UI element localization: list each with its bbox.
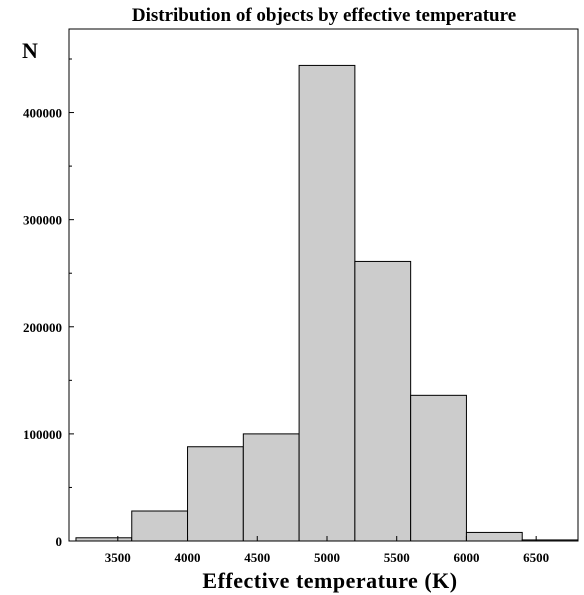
y-tick-label-1: 100000 (23, 427, 62, 442)
histogram-bar-0 (75, 537, 133, 542)
histogram-bar-6 (410, 394, 467, 542)
y-tick-label-4: 400000 (23, 106, 62, 121)
x-ticks-group: 3500 4000 4500 5000 5500 6000 6500 (105, 536, 549, 565)
histogram-bar-4 (298, 64, 356, 542)
y-ticks-group: 0 100000 200000 300000 400000 (23, 58, 74, 549)
chart-title: Distribution of objects by effective tem… (132, 5, 516, 26)
histogram-bar-7 (465, 531, 523, 542)
x-tick-label-1: 4000 (175, 550, 201, 565)
histogram-bar-5 (354, 260, 412, 542)
x-tick-label-2: 4500 (244, 550, 270, 565)
y-axis-label: N (22, 38, 38, 63)
histogram-bar-2 (187, 446, 244, 542)
y-tick-label-0: 0 (56, 534, 63, 549)
histogram-bar-1 (131, 510, 189, 542)
x-tick-label-6: 6500 (523, 550, 549, 565)
x-tick-label-4: 5500 (384, 550, 410, 565)
x-tick-label-0: 3500 (105, 550, 131, 565)
x-tick-label-3: 5000 (314, 550, 340, 565)
histogram-bar-8 (521, 539, 579, 542)
histogram-bar-3 (242, 433, 300, 542)
bars-group (75, 64, 579, 542)
x-tick-label-5: 6000 (453, 550, 479, 565)
x-axis-label: Effective temperature (K) (202, 568, 457, 593)
y-tick-label-2: 200000 (23, 320, 62, 335)
y-tick-label-3: 300000 (23, 213, 62, 228)
